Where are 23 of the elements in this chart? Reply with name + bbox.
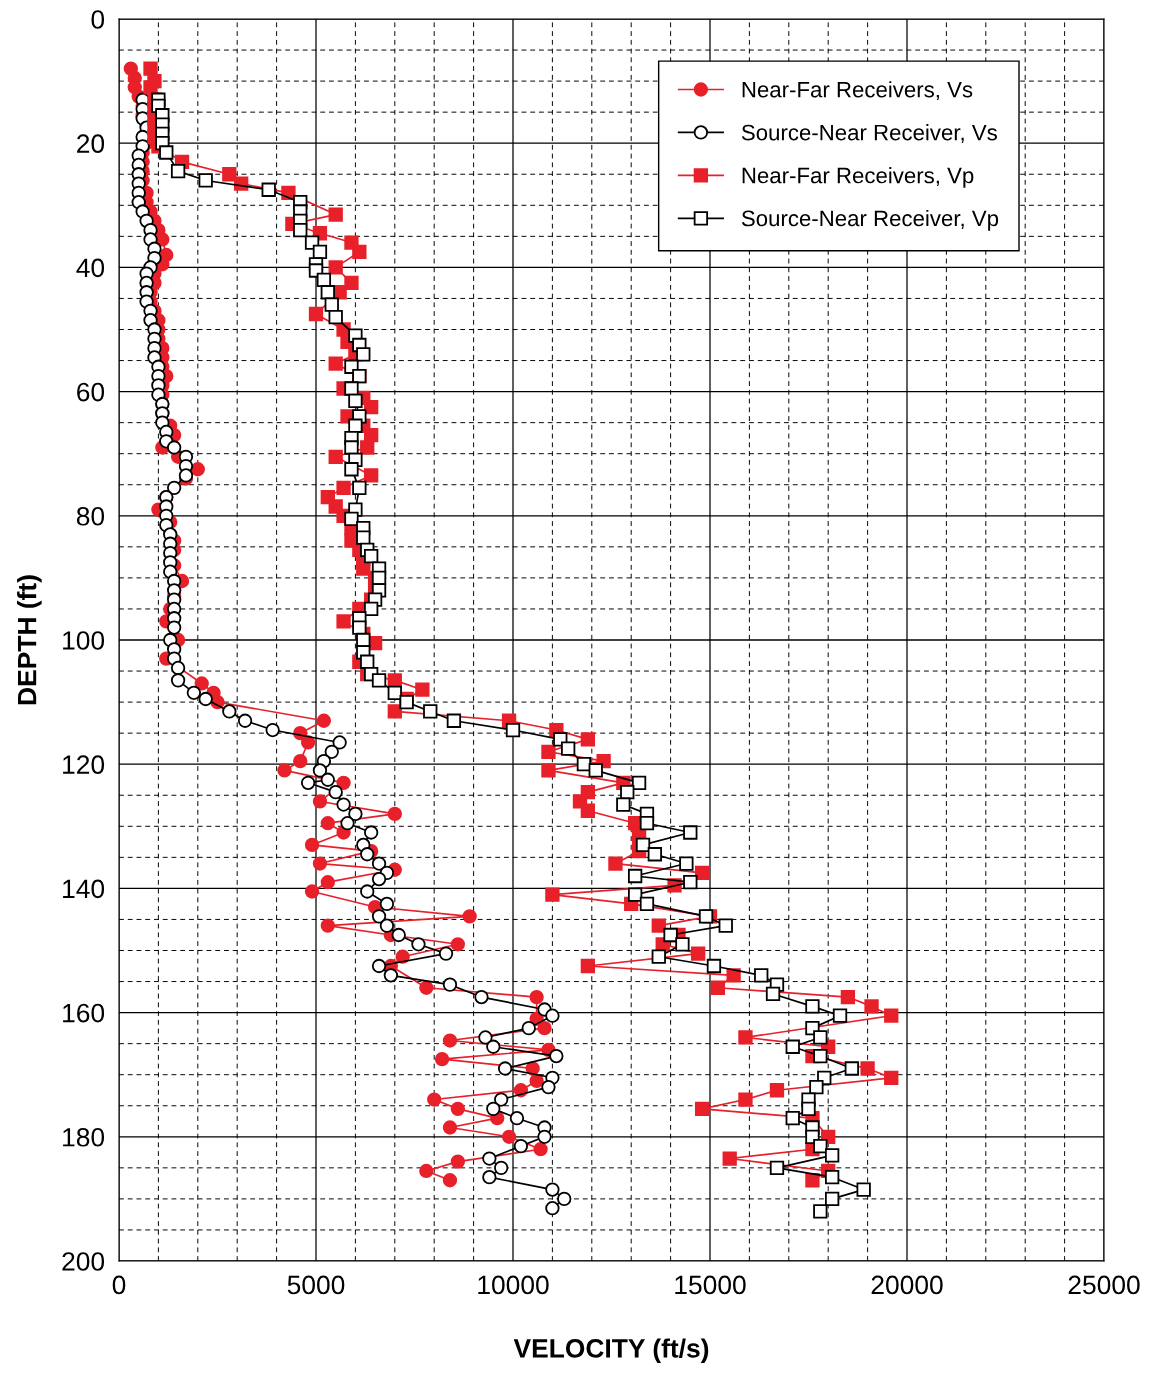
y-axis-title: DEPTH (ft): [17, 575, 42, 705]
y-tick-label: 100: [63, 631, 105, 650]
y-tick-label: 160: [63, 1003, 105, 1023]
y-tick-label: 80: [76, 506, 105, 526]
y-tick-label: 0: [91, 10, 105, 29]
x-tick-label: 0: [112, 1275, 126, 1295]
y-tick-label: 20: [77, 134, 105, 154]
y-tick-label: 40: [76, 258, 105, 278]
x-tick-label: 5000: [287, 1275, 345, 1295]
y-tick-label: 120: [63, 755, 105, 775]
x-tick-label: 15000: [675, 1275, 746, 1295]
y-tick-label: 200: [62, 1252, 105, 1271]
x-axis-title: VELOCITY (ft/s): [513, 1338, 709, 1363]
y-tick-label: 140: [63, 879, 105, 899]
y-tick-label: 60: [77, 382, 105, 402]
legend-label: Source-Near Receiver, Vp: [741, 209, 999, 231]
y-tick-label: 180: [63, 1127, 105, 1147]
legend-label: Near-Far Receivers, Vp: [742, 167, 974, 188]
x-tick-label: 25000: [1068, 1275, 1140, 1295]
legend-label: Near-Far Receivers, Vs: [742, 81, 973, 101]
x-tick-label: 20000: [871, 1275, 943, 1295]
x-tick-label: 10000: [478, 1275, 549, 1295]
legend-label: Source-Near Receiver, Vs: [741, 124, 997, 144]
